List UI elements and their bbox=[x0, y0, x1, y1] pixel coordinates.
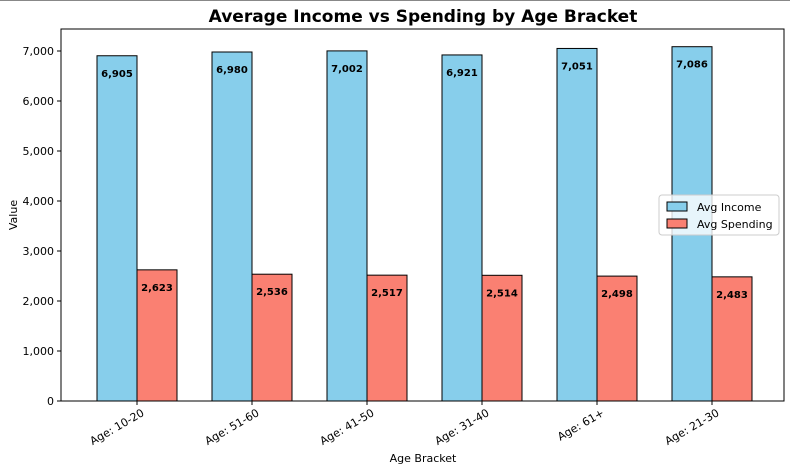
y-tick-label: 7,000 bbox=[23, 45, 55, 58]
income-bar bbox=[96, 55, 138, 402]
spending-value-label: 2,536 bbox=[256, 287, 288, 298]
spending-bar bbox=[251, 273, 293, 402]
spending-bar bbox=[136, 269, 178, 402]
data-labels: 6,905 2,623 6,980 2,536 7,002 2,517 6,921 2,514… bbox=[101, 60, 748, 301]
x-axis: Age: 10-20 Age: 51-60 Age: 41-50 Age: 31-40… bbox=[88, 401, 722, 448]
income-value-label: 7,002 bbox=[331, 64, 363, 75]
x-tick-label: Age: 61+ bbox=[555, 406, 606, 443]
income-bar bbox=[441, 54, 483, 402]
spending-value-label: 2,514 bbox=[486, 288, 518, 299]
legend-label-income: Avg Income bbox=[697, 201, 762, 214]
x-tick-label: Age: 51-60 bbox=[203, 406, 262, 447]
y-tick-label: 3,000 bbox=[23, 245, 55, 258]
y-tick-label: 4,000 bbox=[23, 195, 55, 208]
legend: Avg Income Avg Spending bbox=[658, 194, 780, 236]
spending-value-label: 2,623 bbox=[141, 283, 173, 294]
income-value-label: 6,921 bbox=[446, 68, 478, 79]
income-bar bbox=[326, 50, 368, 402]
y-tick-label: 2,000 bbox=[23, 295, 55, 308]
chart-title: Average Income vs Spending by Age Bracke… bbox=[209, 7, 638, 27]
spending-bar bbox=[366, 274, 408, 402]
y-axis: 0 1,000 2,000 3,000 4,000 5,000 6,000 7,000 bbox=[23, 45, 61, 408]
y-axis-title: Value bbox=[7, 200, 20, 230]
top-border bbox=[0, 0, 790, 1]
legend-swatch-spending bbox=[666, 218, 688, 229]
spending-bar bbox=[711, 276, 753, 402]
bars bbox=[96, 46, 753, 402]
income-value-label: 7,051 bbox=[561, 61, 593, 72]
x-tick-label: Age: 41-50 bbox=[318, 406, 377, 447]
income-value-label: 6,980 bbox=[216, 65, 248, 76]
y-tick-label: 0 bbox=[47, 395, 54, 408]
spending-bar bbox=[481, 274, 523, 402]
plot-frame bbox=[60, 28, 785, 402]
y-tick-label: 6,000 bbox=[23, 95, 55, 108]
spending-value-label: 2,517 bbox=[371, 288, 403, 299]
x-axis-title: Age Bracket bbox=[390, 452, 457, 465]
x-tick-label: Age: 10-20 bbox=[88, 406, 147, 447]
legend-label-spending: Avg Spending bbox=[697, 218, 773, 231]
income-bar bbox=[211, 51, 253, 402]
spending-bar bbox=[596, 275, 638, 402]
spending-value-label: 2,498 bbox=[601, 289, 633, 300]
spending-value-label: 2,483 bbox=[716, 290, 748, 301]
y-tick-label: 1,000 bbox=[23, 345, 55, 358]
x-tick-label: Age: 31-40 bbox=[433, 406, 492, 447]
income-bar bbox=[556, 47, 598, 402]
legend-box bbox=[658, 194, 780, 236]
income-value-label: 7,086 bbox=[676, 60, 708, 71]
legend-swatch-income bbox=[666, 201, 688, 212]
x-tick-label: Age: 21-30 bbox=[663, 406, 722, 447]
y-tick-label: 5,000 bbox=[23, 145, 55, 158]
income-value-label: 6,905 bbox=[101, 69, 133, 80]
